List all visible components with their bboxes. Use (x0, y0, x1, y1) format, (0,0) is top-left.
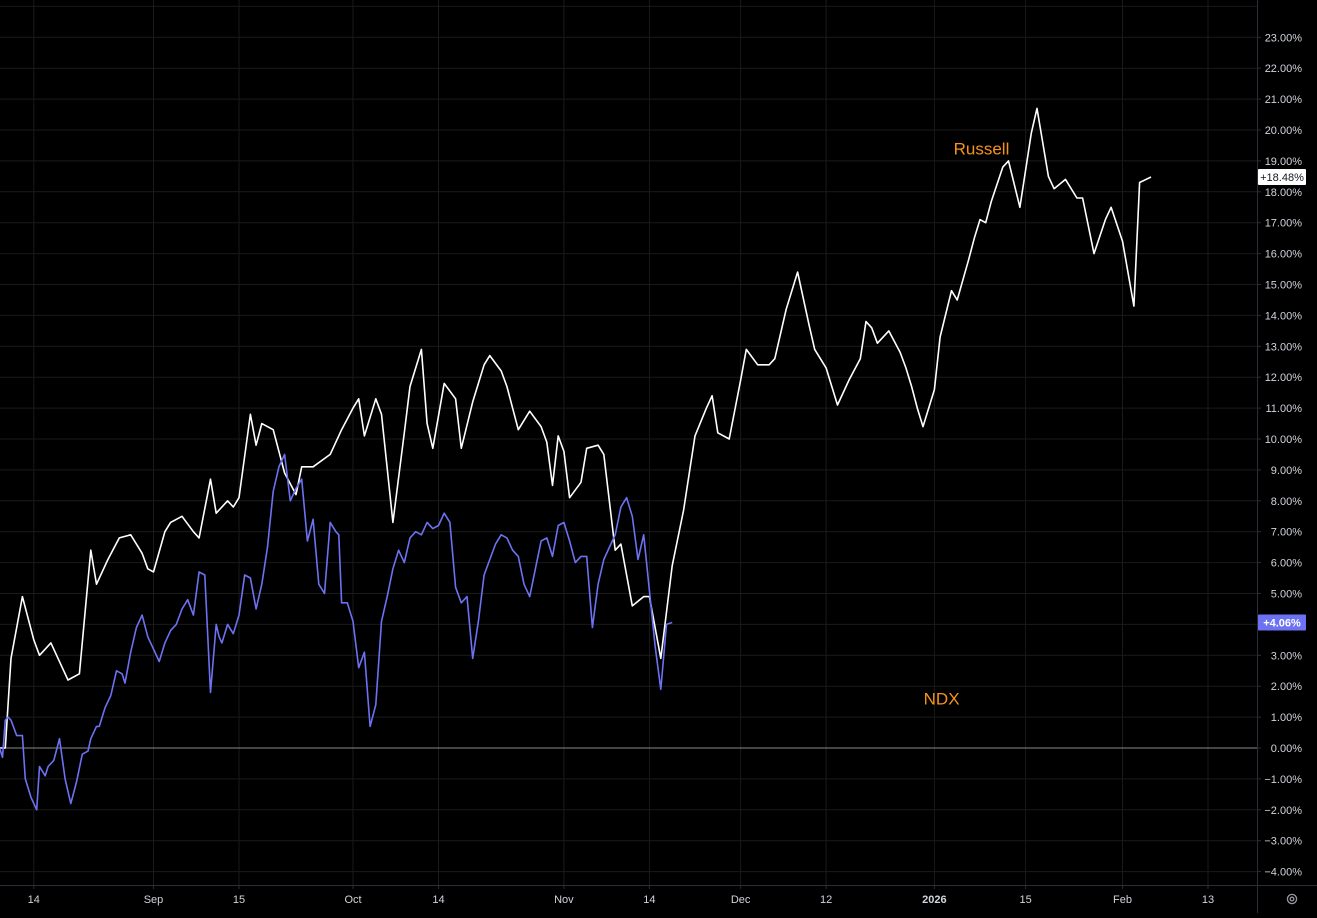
chart-settings-button[interactable] (1281, 889, 1303, 909)
y-tick-label: 11.00% (1266, 403, 1303, 415)
y-tick-label: 1.00% (1271, 712, 1302, 724)
y-tick-label: 14.00% (1265, 310, 1303, 322)
y-tick-label: 0.00% (1271, 743, 1302, 755)
x-tick-label: Feb (1113, 894, 1132, 906)
time-axis[interactable]: 14 Sep 15 Oct 14 Nov 14 Dec 12 2026 15 Feb 13 (0, 885, 1317, 906)
y-tick-label: −2.00% (1264, 805, 1302, 817)
y-tick-label: 3.00% (1271, 650, 1302, 662)
y-tick-label: −3.00% (1264, 836, 1302, 848)
annotation-label-ndx: NDX (924, 690, 960, 709)
x-tick-label: Nov (554, 894, 574, 906)
y-tick-label: 12.00% (1265, 372, 1303, 384)
y-tick-label: 10.00% (1265, 434, 1303, 446)
y-tick-label: 13.00% (1265, 341, 1303, 353)
y-tick-label: 18.00% (1265, 187, 1303, 199)
x-tick-label: 13 (1202, 894, 1214, 906)
y-tick-label: 17.00% (1265, 218, 1303, 230)
x-tick-label: 2026 (922, 894, 946, 906)
last-value-badge-ndx (1258, 614, 1306, 631)
y-tick-label: 2.00% (1271, 681, 1302, 693)
y-tick-label: 23.00% (1265, 32, 1303, 44)
y-tick-label: 19.00% (1265, 156, 1303, 168)
x-tick-label: 15 (233, 894, 245, 906)
x-tick-label: Sep (144, 894, 164, 906)
x-tick-label: 15 (1019, 894, 1031, 906)
gear-icon (1286, 893, 1298, 905)
y-tick-label: 7.00% (1271, 527, 1302, 539)
x-tick-label: 14 (28, 894, 40, 906)
x-tick-label: 14 (432, 894, 444, 906)
y-tick-label: 5.00% (1271, 589, 1302, 601)
last-value-badge-russell (1258, 168, 1306, 185)
x-tick-label: 12 (820, 894, 832, 906)
y-tick-label: 8.00% (1271, 496, 1302, 508)
series-line-russell (0, 107, 1152, 749)
y-tick-label: 20.00% (1265, 125, 1303, 137)
x-tick-label: Oct (344, 894, 361, 906)
x-tick-label: Dec (731, 894, 751, 906)
y-tick-label: 6.00% (1271, 558, 1302, 570)
series-lines (0, 107, 1152, 811)
y-tick-label: 22.00% (1265, 63, 1303, 75)
y-tick-label: 15.00% (1265, 280, 1303, 292)
annotation-label-russell: Russell (954, 140, 1010, 159)
series-annotations: Russell NDX (924, 140, 1010, 709)
x-tick-label: 14 (643, 894, 655, 906)
grid-lines (0, 0, 1257, 885)
last-value-text-russell: +18.48% (1260, 172, 1304, 184)
last-value-badges: +18.48% +4.06% (1258, 168, 1306, 631)
y-tick-label: −4.00% (1264, 867, 1302, 879)
series-line-ndx (0, 453, 673, 811)
y-tick-label: 21.00% (1265, 94, 1303, 106)
y-tick-label: −1.00% (1264, 774, 1302, 786)
y-tick-label: 9.00% (1271, 465, 1302, 477)
price-axis[interactable]: 23.00% 22.00% 21.00% 20.00% 19.00% 18.00% 17.0… (1257, 0, 1302, 913)
y-tick-label: 16.00% (1265, 249, 1303, 261)
last-value-text-ndx: +4.06% (1263, 618, 1301, 630)
